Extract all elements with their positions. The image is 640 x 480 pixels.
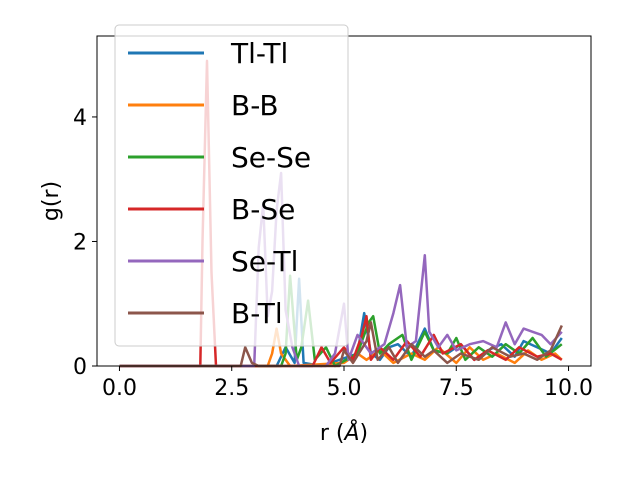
legend-label: Se-Se [231,141,311,174]
x-tick-label: 10.0 [544,376,593,401]
y-tick-label: 2 [73,230,87,255]
x-axis-ticks: 0.0 2.5 5.0 7.5 10.0 [102,366,593,401]
y-tick-label: 4 [73,106,87,131]
y-tick-label: 0 [73,355,87,380]
x-tick-label: 7.5 [439,376,474,401]
x-tick-label: 2.5 [214,376,249,401]
legend-label: B-Se [231,193,295,226]
series-line-se-se [119,274,563,368]
y-axis-label: g(r) [39,181,64,221]
x-tick-label: 0.0 [102,376,137,401]
legend: Tl-Tl B-B Se-Se B-Se Se-Tl B-Tl [114,24,349,347]
x-tick-label: 5.0 [327,376,362,401]
legend-label: B-Tl [231,297,283,330]
legend-label: Se-Tl [231,245,298,278]
legend-label: B-B [231,89,279,122]
legend-label: Tl-Tl [230,37,288,70]
x-axis-label: r (Å) [320,419,368,446]
y-axis-ticks: 0 2 4 [73,106,97,380]
